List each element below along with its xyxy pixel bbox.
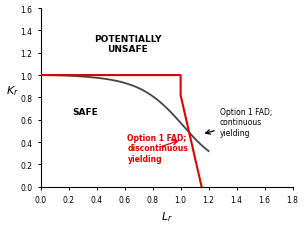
- Text: Option 1 FAD;
discontinuous
yielding: Option 1 FAD; discontinuous yielding: [127, 133, 188, 163]
- Text: SAFE: SAFE: [73, 108, 98, 117]
- Y-axis label: $\mathit{K_r}$: $\mathit{K_r}$: [5, 84, 19, 98]
- Text: POTENTIALLY
UNSAFE: POTENTIALLY UNSAFE: [94, 35, 161, 54]
- Text: Option 1 FAD;
continuous
yielding: Option 1 FAD; continuous yielding: [206, 108, 272, 137]
- X-axis label: $\mathit{L_r}$: $\mathit{L_r}$: [161, 210, 173, 224]
